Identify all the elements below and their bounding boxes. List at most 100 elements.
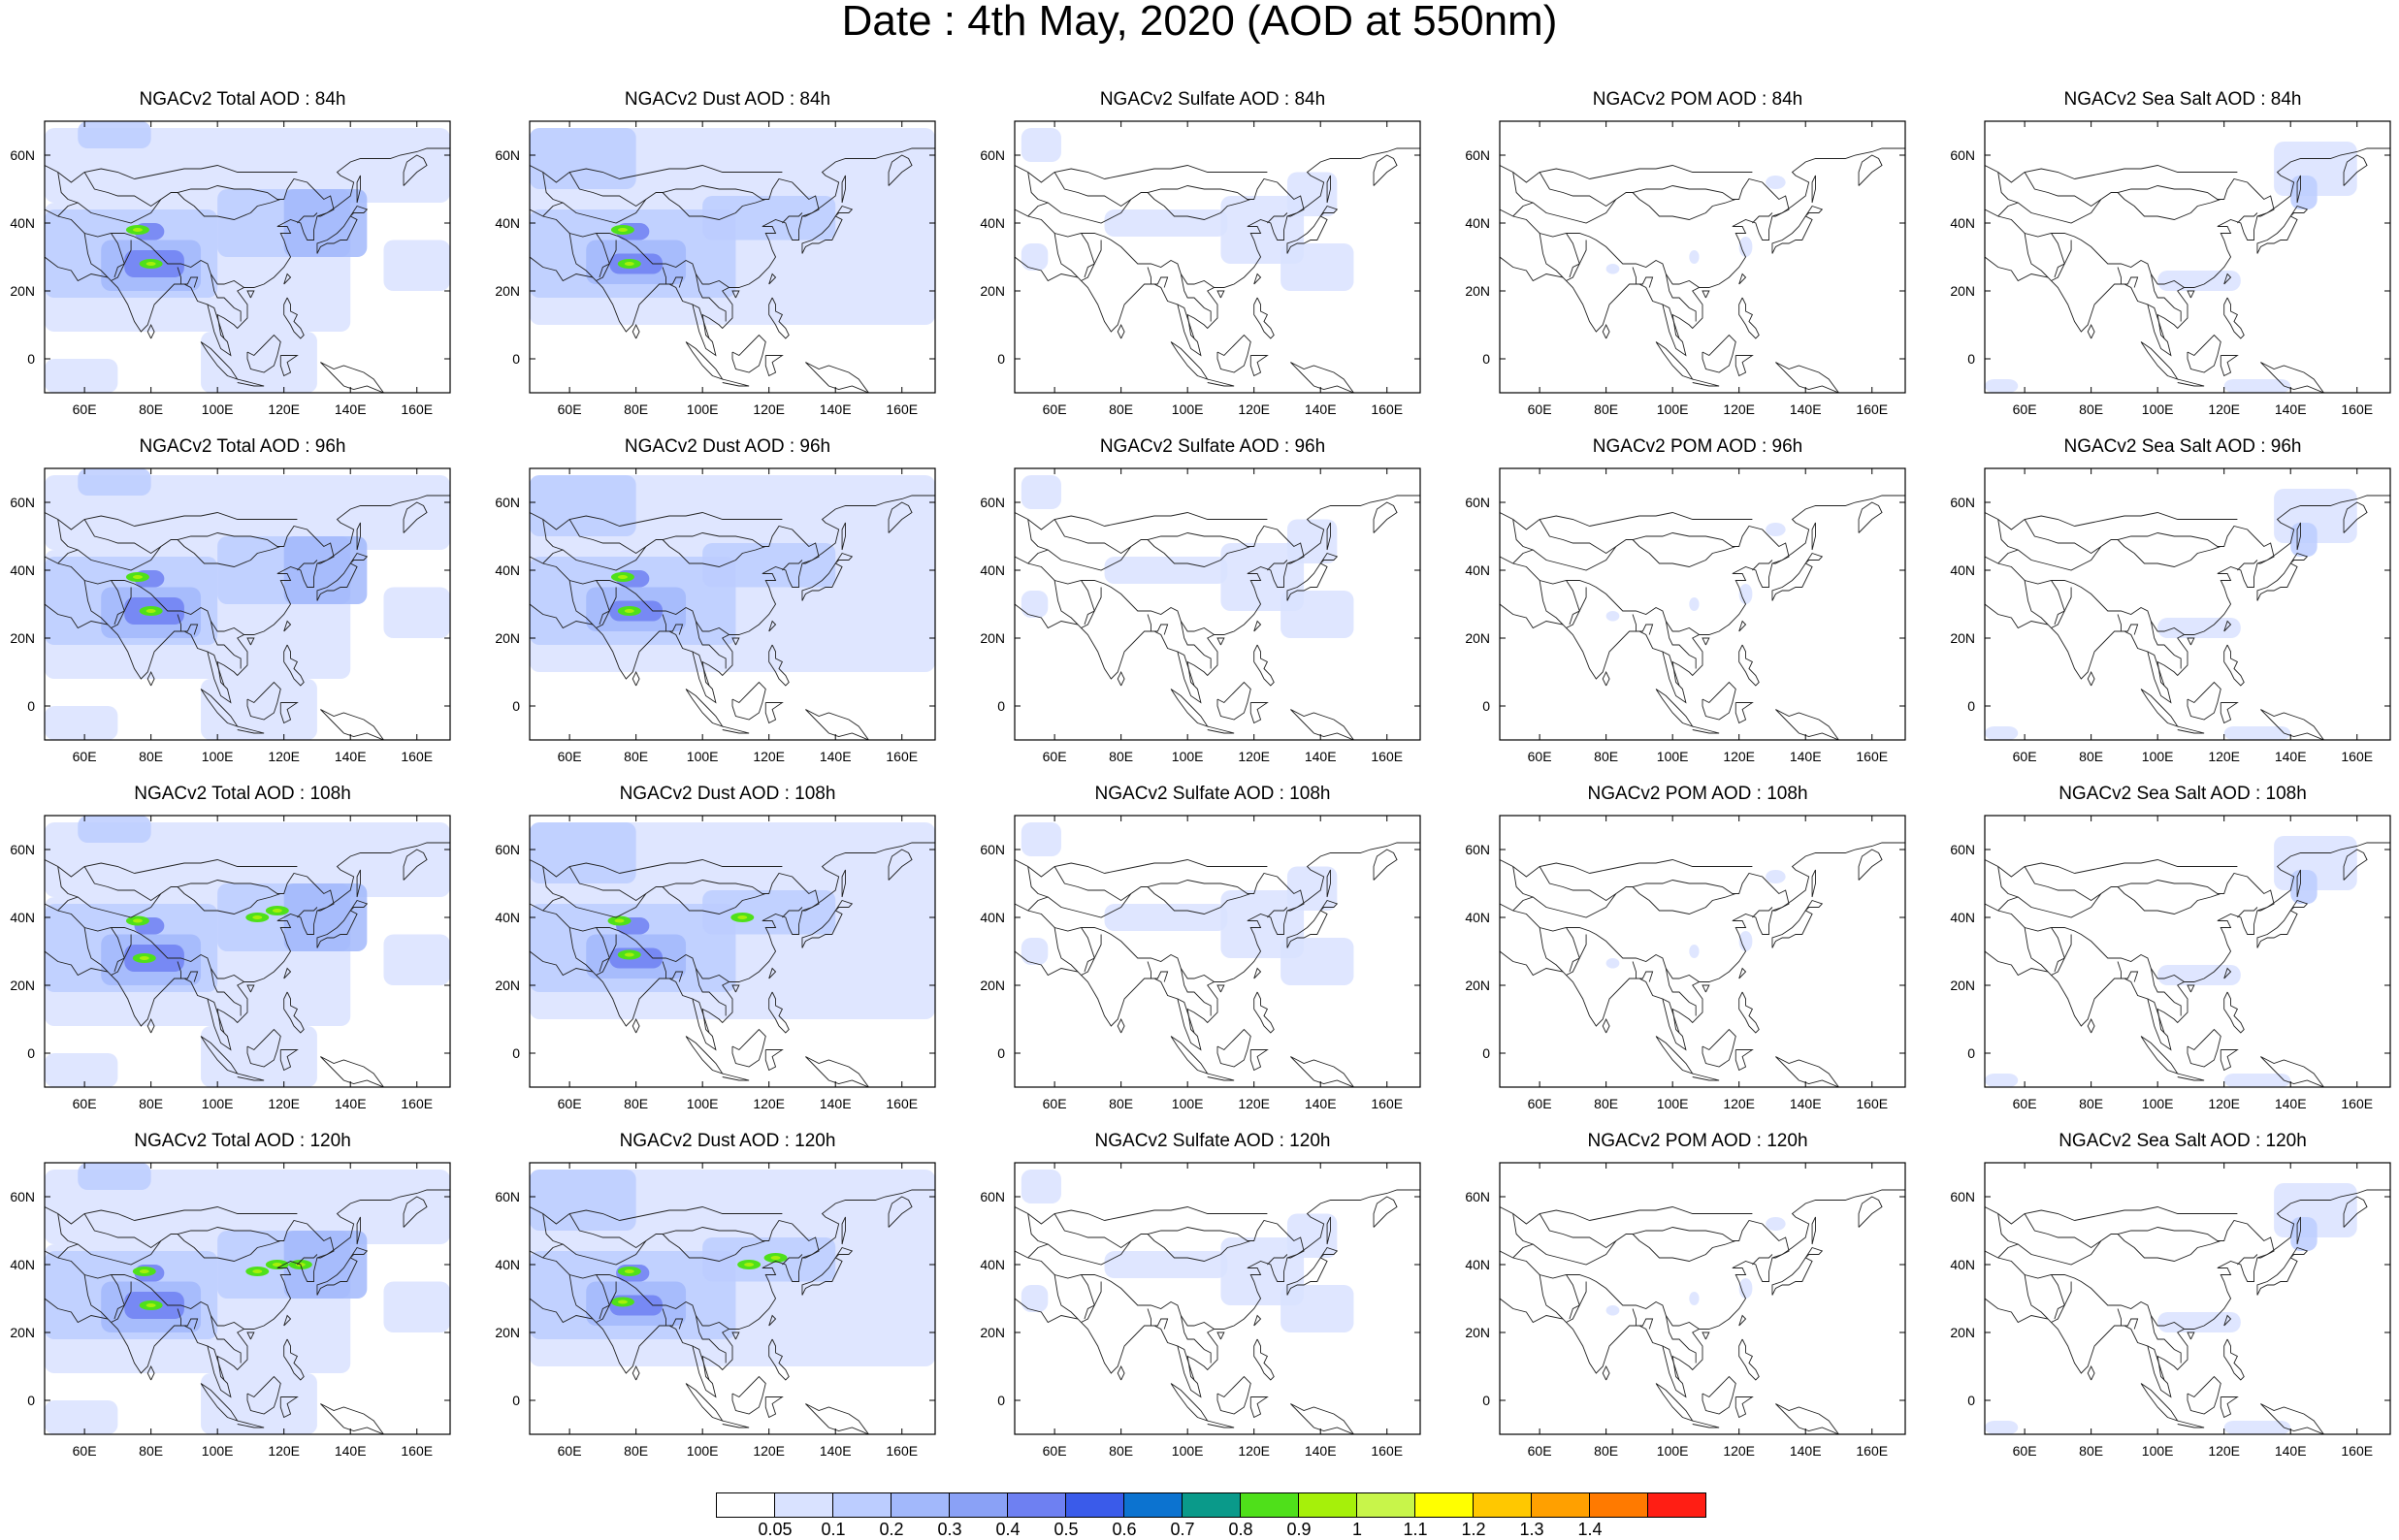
aod-region (1286, 519, 1338, 563)
x-tick-label: 120E (2208, 401, 2240, 417)
coastline (768, 273, 777, 285)
map-plot: 60E 80E 100E 120E 140E 160E 60N 40N 20N 0 (1465, 120, 1906, 417)
coastline (2024, 519, 2102, 555)
y-tick-label: 60N (1950, 842, 1975, 857)
coastline (283, 991, 305, 1034)
y-tick-label: 40N (1950, 910, 1975, 925)
coastline (246, 290, 255, 299)
coastline (1569, 587, 1587, 626)
coastline (1985, 209, 2185, 288)
y-tick-label: 40N (1950, 1257, 1975, 1272)
coastline (805, 709, 870, 740)
y-tick-label: 60N (495, 842, 520, 857)
aod-region (1021, 591, 1049, 618)
map-frame (1499, 467, 1906, 741)
coastline (722, 1073, 750, 1081)
y-tick-label: 60N (10, 147, 35, 163)
y-tick-label: 60N (10, 495, 35, 510)
coastline (568, 580, 594, 626)
y-tick-label: 0 (997, 698, 1005, 714)
coastline (177, 539, 281, 567)
coastline (320, 362, 385, 393)
coastline (1811, 175, 1816, 204)
x-tick-label: 100E (1172, 401, 1204, 417)
coastline (113, 587, 132, 626)
panel-title: NGACv2 Total AOD : 108h (134, 784, 351, 804)
y-tick-label: 40N (495, 562, 520, 578)
coastline (1015, 1189, 1420, 1398)
coastline (632, 1364, 640, 1381)
coastline (1804, 205, 1824, 217)
map-plot: 60E 80E 100E 120E 140E 160E 60N 40N 20N 0 (10, 815, 451, 1111)
aod-region (1605, 1305, 1620, 1316)
coastline (1104, 859, 1268, 874)
coastline (1207, 378, 1235, 387)
coastline (1738, 273, 1747, 285)
coastline (146, 1017, 155, 1034)
y-tick-label: 0 (512, 1045, 520, 1061)
coastline (1512, 519, 1534, 551)
coastline (1512, 525, 1790, 571)
coastline (1104, 512, 1268, 527)
coastline (207, 304, 225, 339)
map-plot: 60E 80E 100E 120E 140E 160E 60N 40N 20N 0 (495, 1162, 936, 1459)
aod-region (1766, 176, 1786, 189)
coastline (1512, 872, 1790, 918)
x-tick-label: 100E (202, 749, 234, 764)
coastline (57, 177, 335, 224)
y-tick-label: 60N (495, 495, 520, 510)
coastline (1117, 670, 1125, 687)
coastline (1373, 501, 1398, 533)
coastline (134, 165, 298, 179)
coastline (888, 849, 913, 881)
aod-region (201, 1373, 317, 1434)
x-tick-label: 140E (2275, 401, 2307, 417)
y-tick-label: 0 (512, 698, 520, 714)
coastline (1692, 1420, 1720, 1428)
map-panel-sulfate-1: NGACv2 Sulfate AOD : 84h 60E 80E 100E 120E 14… (970, 89, 1455, 424)
x-tick-label: 80E (624, 1096, 648, 1111)
coastline (2024, 233, 2049, 278)
x-tick-label: 160E (2341, 1096, 2373, 1111)
x-tick-label: 120E (2208, 1096, 2240, 1111)
y-tick-label: 20N (1465, 1325, 1490, 1340)
coastline (1997, 525, 2275, 571)
coastline (1775, 1056, 1840, 1087)
x-tick-label: 120E (268, 401, 300, 417)
x-tick-label: 60E (73, 1443, 97, 1459)
colorbar-label: 0.7 (1170, 1520, 1195, 1539)
x-tick-label: 140E (1790, 1096, 1822, 1111)
coastline (1702, 1331, 1710, 1340)
colorbar-label: 0.8 (1228, 1520, 1253, 1539)
coastline (619, 165, 783, 179)
aod-region (2290, 1217, 2318, 1251)
map-frame (1499, 120, 1906, 394)
coastline (619, 859, 783, 874)
x-tick-label: 100E (2142, 749, 2174, 764)
coastline (1662, 1345, 1680, 1381)
coastline (1985, 903, 2185, 982)
coastline (210, 273, 242, 322)
coastline (1997, 866, 2019, 898)
colorbar-label: 0.05 (758, 1520, 793, 1539)
x-tick-label: 60E (1528, 749, 1552, 764)
coastline (805, 1403, 870, 1434)
coastline (568, 172, 647, 208)
coastline (731, 681, 766, 721)
aod-field (1015, 128, 1420, 393)
aod-region (1104, 209, 1228, 237)
x-tick-label: 160E (886, 1096, 918, 1111)
coastline (1804, 1246, 1824, 1259)
aod-hotspot-core (617, 575, 628, 579)
x-tick-label: 140E (1305, 401, 1337, 417)
colorbar-swatch (1007, 1492, 1066, 1518)
coastline (403, 1196, 428, 1228)
coastline (210, 621, 242, 669)
coastline (1180, 273, 1212, 322)
aod-hotspot-core (624, 262, 634, 266)
coastline (530, 495, 935, 704)
coastline (1147, 539, 1251, 567)
coastline (1858, 849, 1883, 881)
coastline (1702, 290, 1710, 299)
y-tick-label: 40N (495, 910, 520, 925)
